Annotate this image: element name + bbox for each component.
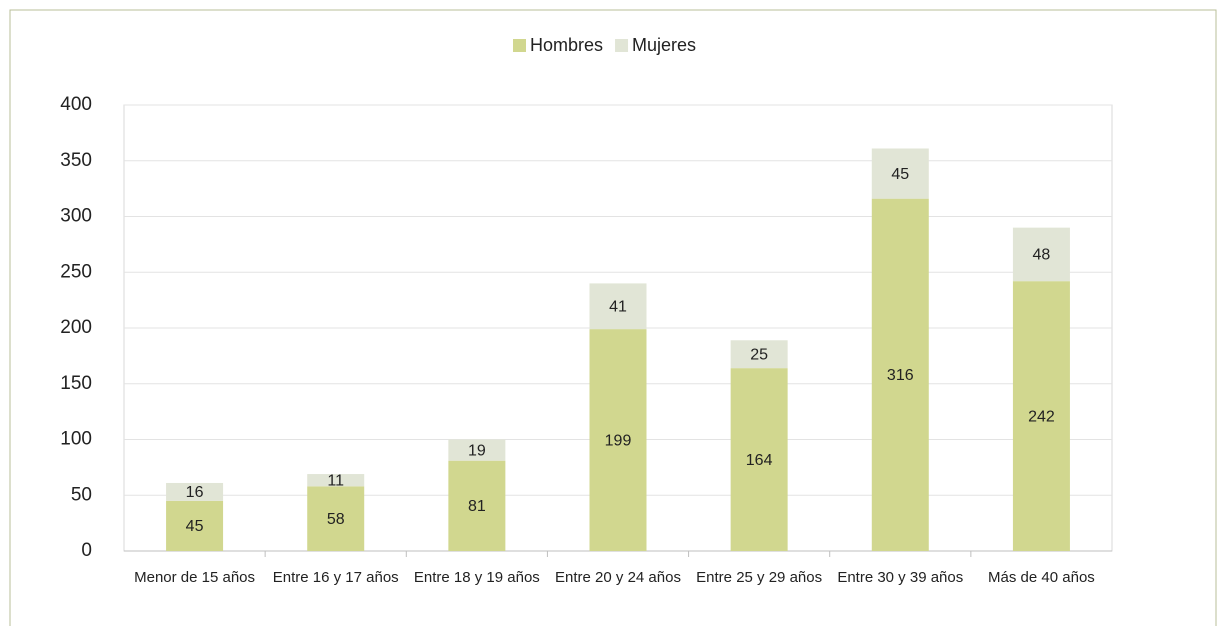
y-tick-label: 100 — [60, 429, 92, 450]
y-tick-label: 50 — [71, 484, 92, 505]
y-tick-label: 200 — [60, 317, 92, 338]
x-tick-label: Entre 16 y 17 años — [273, 569, 399, 586]
bar-segment — [166, 500, 224, 551]
bar-segment — [1012, 281, 1070, 551]
y-tick-label: 150 — [60, 373, 92, 394]
bar-segment — [730, 368, 788, 551]
bar-segment — [307, 474, 365, 487]
data-label: 316 — [887, 367, 914, 384]
bar-segment — [589, 283, 647, 330]
x-tick-label: Entre 20 y 24 años — [555, 569, 681, 586]
bar-segment — [166, 482, 224, 501]
data-label: 45 — [186, 518, 204, 535]
x-tick-label: Más de 40 años — [988, 569, 1095, 586]
x-tick-label: Entre 18 y 19 años — [414, 569, 540, 586]
bar-segment — [589, 329, 647, 551]
data-label: 41 — [609, 298, 627, 315]
chart-border — [9, 9, 1217, 626]
y-tick-label: 0 — [81, 540, 92, 561]
data-label: 48 — [1033, 247, 1051, 264]
data-label: 16 — [186, 484, 204, 501]
y-tick-label: 250 — [60, 261, 92, 282]
data-label: 81 — [468, 498, 486, 515]
bar-segment — [1012, 227, 1070, 282]
x-tick-label: Entre 30 y 39 años — [837, 569, 963, 586]
data-label: 19 — [468, 442, 486, 459]
legend-label: Mujeres — [632, 35, 696, 55]
x-tick-label: Entre 25 y 29 años — [696, 569, 822, 586]
y-tick-label: 300 — [60, 206, 92, 227]
bar-segment — [871, 148, 929, 199]
bar-segment — [307, 486, 365, 551]
data-label: 164 — [746, 452, 773, 469]
data-label: 45 — [891, 166, 909, 183]
legend-label: Hombres — [530, 35, 603, 55]
data-label: 58 — [327, 511, 345, 528]
bar-segment — [871, 198, 929, 551]
data-label: 199 — [605, 432, 632, 449]
data-label: 242 — [1028, 408, 1055, 425]
data-label: 11 — [327, 472, 344, 489]
bar-segment — [730, 340, 788, 369]
bar-segment — [448, 439, 506, 461]
bar-segment — [448, 460, 506, 551]
legend-swatch — [615, 39, 629, 52]
legend-swatch — [513, 39, 526, 52]
y-tick-label: 350 — [60, 150, 92, 171]
data-label: 25 — [750, 346, 768, 363]
x-tick-label: Menor de 15 años — [134, 569, 255, 586]
y-tick-label: 400 — [60, 94, 92, 115]
